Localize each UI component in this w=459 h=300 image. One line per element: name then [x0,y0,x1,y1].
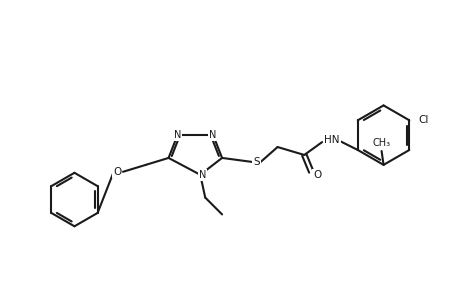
Text: HN: HN [324,135,339,145]
Text: S: S [253,157,259,167]
Text: N: N [198,170,206,180]
Text: CH₃: CH₃ [372,138,390,148]
Text: N: N [209,130,216,140]
Text: O: O [113,167,121,177]
Text: N: N [174,130,181,140]
Text: O: O [313,170,321,180]
Text: Cl: Cl [417,115,427,125]
